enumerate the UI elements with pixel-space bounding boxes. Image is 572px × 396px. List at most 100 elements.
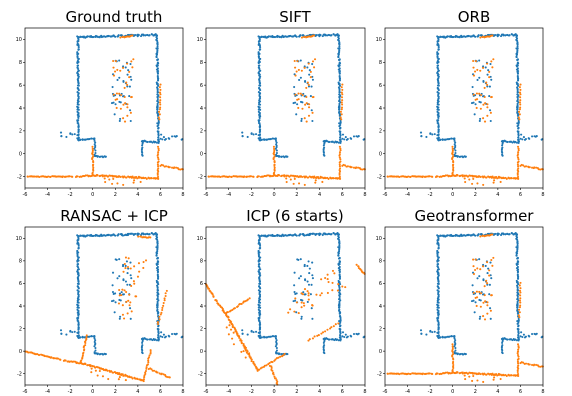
source-point xyxy=(231,325,234,329)
source-point xyxy=(61,175,65,178)
reference-point xyxy=(276,35,279,39)
reference-point xyxy=(111,291,115,294)
reference-point xyxy=(322,341,325,344)
reference-point xyxy=(341,137,344,140)
reference-point xyxy=(337,252,340,255)
reference-point xyxy=(272,137,275,140)
source-point xyxy=(456,174,459,177)
source-point xyxy=(123,262,126,266)
source-point xyxy=(517,355,520,358)
reference-point xyxy=(490,277,493,280)
source-point xyxy=(115,92,118,95)
reference-point xyxy=(104,353,107,356)
reference-point xyxy=(77,266,80,269)
source-point xyxy=(452,363,455,367)
source-point xyxy=(518,118,521,121)
reference-point xyxy=(339,317,342,321)
reference-point xyxy=(295,234,298,237)
reference-point xyxy=(155,246,158,249)
reference-point xyxy=(149,338,152,341)
reference-point xyxy=(514,140,517,143)
reference-point xyxy=(94,349,97,352)
reference-point xyxy=(93,337,96,340)
source-point xyxy=(50,356,53,359)
reference-point xyxy=(258,309,261,313)
reference-point xyxy=(118,275,121,278)
reference-point xyxy=(338,125,341,128)
reference-point xyxy=(454,349,457,352)
reference-point xyxy=(134,232,137,235)
x-tick-label: 0 xyxy=(451,192,454,198)
reference-point xyxy=(278,36,281,39)
source-point xyxy=(142,380,145,383)
reference-point xyxy=(338,43,341,46)
source-point xyxy=(339,177,342,180)
source-point xyxy=(157,165,160,168)
source-point xyxy=(118,372,121,375)
reference-point xyxy=(309,95,312,98)
reference-point xyxy=(309,293,312,296)
source-point xyxy=(116,68,119,71)
source-point xyxy=(47,175,50,178)
reference-point xyxy=(322,349,326,352)
reference-point xyxy=(107,233,110,236)
source-point xyxy=(214,175,217,178)
source-point xyxy=(451,158,454,161)
source-point xyxy=(317,334,320,337)
source-point xyxy=(158,113,161,116)
source-point xyxy=(475,106,478,110)
reference-point xyxy=(77,328,80,331)
reference-point xyxy=(77,126,80,129)
reference-point xyxy=(155,53,158,57)
reference-point xyxy=(59,131,63,134)
reference-point xyxy=(437,89,440,92)
source-point xyxy=(161,306,164,309)
reference-point xyxy=(93,139,96,142)
reference-point xyxy=(299,76,302,79)
source-point xyxy=(497,175,500,178)
source-point xyxy=(271,369,274,372)
source-point xyxy=(517,346,520,349)
source-point xyxy=(124,256,128,259)
reference-point xyxy=(76,62,79,65)
reference-point xyxy=(448,137,451,141)
source-point xyxy=(344,164,347,167)
reference-point xyxy=(319,33,322,37)
source-point xyxy=(150,177,153,180)
source-point xyxy=(315,293,318,296)
source-point xyxy=(92,169,95,172)
x-tick-label: 4 xyxy=(496,389,499,395)
source-point xyxy=(472,272,476,276)
reference-point xyxy=(82,35,86,38)
source-point xyxy=(135,295,138,298)
reference-point xyxy=(339,136,342,139)
source-point xyxy=(479,373,482,376)
source-point xyxy=(158,318,161,321)
reference-point xyxy=(337,257,341,260)
source-point xyxy=(466,175,470,178)
reference-point xyxy=(516,261,519,264)
reference-point xyxy=(338,283,342,286)
source-point xyxy=(486,304,489,307)
source-point xyxy=(128,293,131,296)
source-point xyxy=(482,265,485,268)
source-point xyxy=(157,175,160,179)
source-point xyxy=(136,177,139,180)
source-point xyxy=(398,373,401,376)
reference-point xyxy=(517,101,520,104)
reference-point xyxy=(338,286,341,289)
source-point xyxy=(393,175,396,178)
reference-point xyxy=(252,331,255,334)
reference-point xyxy=(487,33,491,36)
source-point xyxy=(303,66,306,69)
source-point xyxy=(485,373,488,376)
reference-point xyxy=(517,138,520,141)
reference-point xyxy=(345,336,348,339)
source-point xyxy=(341,83,344,86)
reference-point xyxy=(156,242,159,245)
reference-point xyxy=(516,277,520,280)
source-point xyxy=(517,165,520,168)
reference-point xyxy=(162,136,165,139)
source-point xyxy=(421,372,425,375)
